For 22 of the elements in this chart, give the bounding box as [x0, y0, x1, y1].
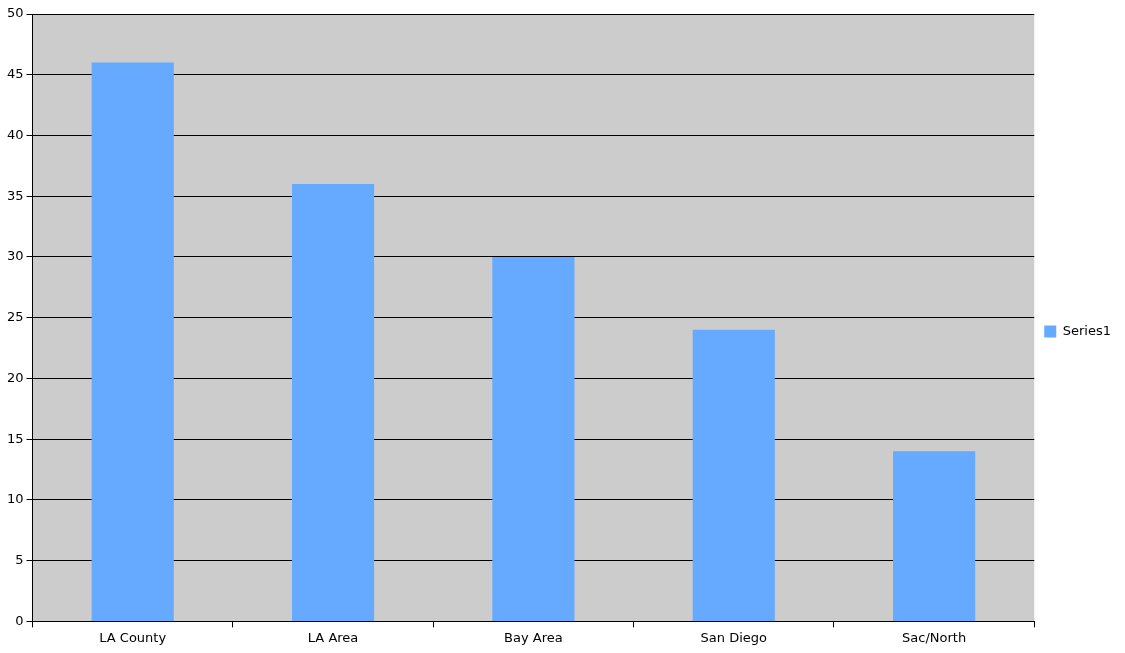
x-tick-label: Sac/North [902, 629, 967, 645]
y-tick-label: 50 [7, 5, 24, 21]
x-tick-label: LA Area [307, 629, 359, 645]
x-tick-label: LA County [99, 629, 167, 645]
legend-label: Series1 [1062, 322, 1111, 338]
bar [91, 62, 174, 621]
x-tick-label: Bay Area [504, 629, 563, 645]
y-tick-label: 0 [15, 612, 24, 628]
x-tick-label: San Diego [700, 629, 767, 645]
y-tick-label: 40 [7, 126, 24, 142]
y-tick-label: 5 [15, 552, 24, 568]
y-tick-label: 25 [7, 309, 24, 325]
y-tick-label: 20 [7, 369, 24, 385]
y-tick-label: 10 [7, 491, 24, 507]
y-tick-label: 15 [7, 430, 24, 446]
bar [893, 451, 976, 621]
y-tick-label: 45 [7, 66, 24, 82]
y-tick-label: 30 [7, 248, 24, 264]
bar [291, 184, 375, 621]
bar [692, 329, 775, 621]
bar [492, 256, 575, 621]
y-tick-label: 35 [7, 187, 24, 203]
